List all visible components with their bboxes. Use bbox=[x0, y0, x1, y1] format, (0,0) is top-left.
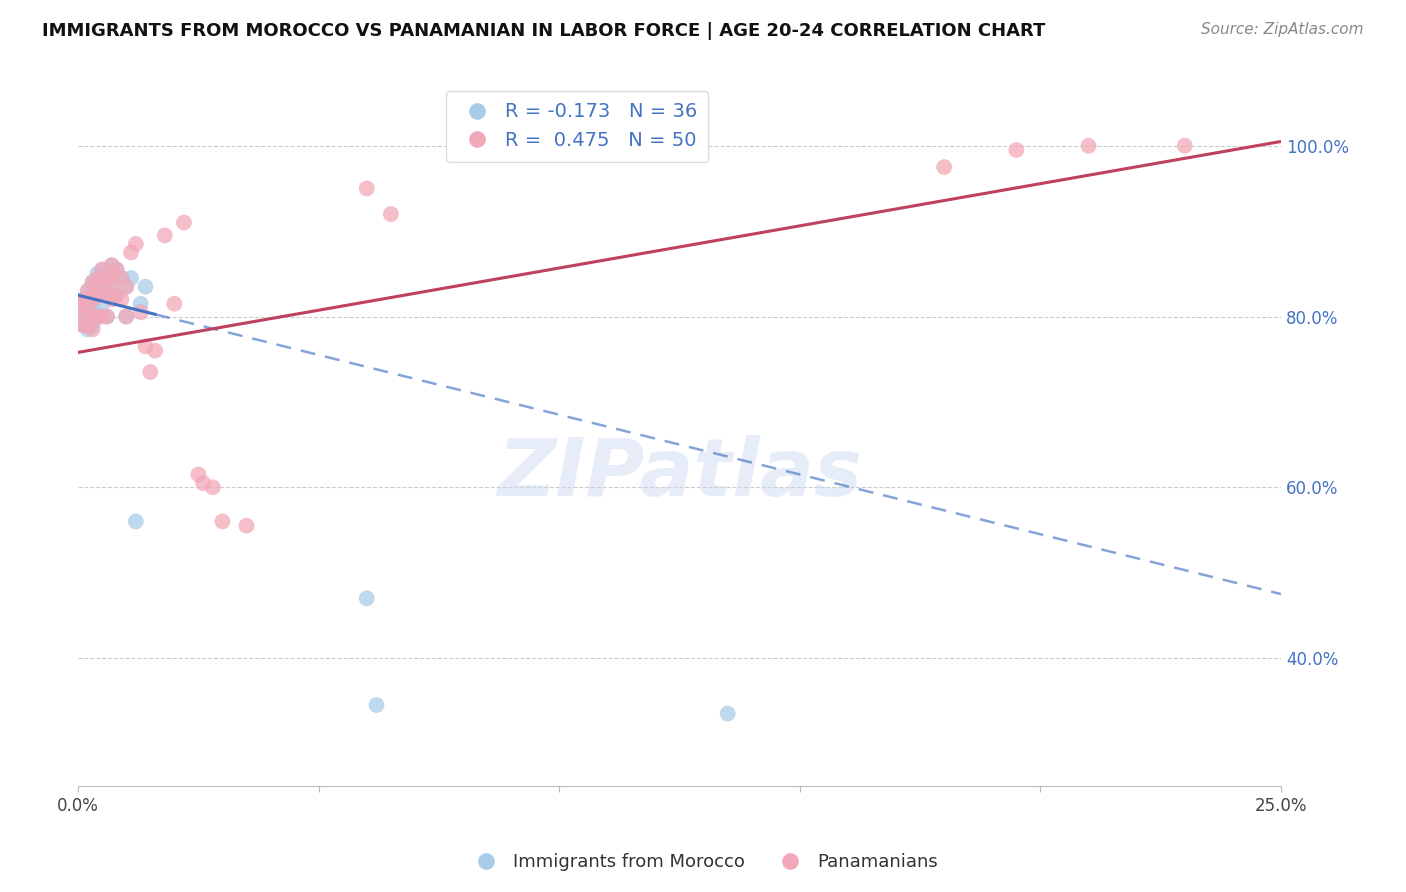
Point bbox=[134, 279, 156, 293]
Legend: Immigrants from Morocco, Panamanians: Immigrants from Morocco, Panamanians bbox=[461, 847, 945, 879]
Point bbox=[86, 271, 108, 285]
Point bbox=[143, 343, 166, 358]
Legend: R = -0.173   N = 36, R =  0.475   N = 50: R = -0.173 N = 36, R = 0.475 N = 50 bbox=[446, 91, 709, 161]
Point bbox=[82, 322, 104, 336]
Point bbox=[82, 276, 104, 290]
Point bbox=[96, 310, 118, 324]
Point bbox=[717, 706, 740, 721]
Point bbox=[91, 262, 114, 277]
Point bbox=[82, 318, 104, 332]
Point bbox=[125, 515, 148, 529]
Point bbox=[115, 279, 138, 293]
Point bbox=[76, 310, 98, 324]
Point bbox=[75, 310, 97, 324]
Point bbox=[69, 296, 91, 310]
Point bbox=[120, 271, 142, 285]
Point bbox=[1077, 138, 1099, 153]
Point bbox=[69, 310, 91, 324]
Point bbox=[76, 301, 98, 315]
Point bbox=[82, 288, 104, 302]
Text: IMMIGRANTS FROM MOROCCO VS PANAMANIAN IN LABOR FORCE | AGE 20-24 CORRELATION CHA: IMMIGRANTS FROM MOROCCO VS PANAMANIAN IN… bbox=[42, 22, 1046, 40]
Point bbox=[211, 515, 233, 529]
Point bbox=[86, 310, 108, 324]
Point bbox=[105, 262, 128, 277]
Point bbox=[356, 181, 378, 195]
Point bbox=[82, 310, 104, 324]
Point bbox=[110, 271, 132, 285]
Point bbox=[173, 216, 195, 230]
Point bbox=[72, 318, 94, 332]
Point bbox=[96, 288, 118, 302]
Point bbox=[105, 288, 128, 302]
Point bbox=[91, 296, 114, 310]
Point bbox=[76, 318, 98, 332]
Point bbox=[86, 267, 108, 281]
Text: Source: ZipAtlas.com: Source: ZipAtlas.com bbox=[1201, 22, 1364, 37]
Point bbox=[105, 288, 128, 302]
Point bbox=[91, 279, 114, 293]
Point bbox=[82, 301, 104, 315]
Point bbox=[76, 296, 98, 310]
Point bbox=[79, 293, 101, 307]
Point bbox=[101, 258, 124, 272]
Point bbox=[366, 698, 388, 712]
Point bbox=[187, 467, 209, 482]
Point bbox=[163, 296, 186, 310]
Point bbox=[101, 293, 124, 307]
Point bbox=[86, 284, 108, 298]
Point bbox=[86, 310, 108, 324]
Point bbox=[1174, 138, 1197, 153]
Point bbox=[129, 305, 152, 319]
Point bbox=[934, 160, 956, 174]
Point bbox=[96, 271, 118, 285]
Point bbox=[115, 310, 138, 324]
Point bbox=[96, 310, 118, 324]
Point bbox=[115, 310, 138, 324]
Point bbox=[91, 279, 114, 293]
Point bbox=[101, 279, 124, 293]
Point bbox=[72, 293, 94, 307]
Point bbox=[72, 318, 94, 332]
Point bbox=[153, 228, 176, 243]
Point bbox=[115, 279, 138, 293]
Point bbox=[125, 236, 148, 251]
Point bbox=[193, 476, 215, 491]
Point bbox=[91, 310, 114, 324]
Point bbox=[96, 288, 118, 302]
Point bbox=[91, 262, 114, 277]
Point bbox=[129, 296, 152, 310]
Point bbox=[101, 276, 124, 290]
Point bbox=[76, 284, 98, 298]
Point bbox=[356, 591, 378, 606]
Point bbox=[76, 322, 98, 336]
Point bbox=[120, 245, 142, 260]
Point bbox=[72, 296, 94, 310]
Point bbox=[1005, 143, 1028, 157]
Point bbox=[101, 258, 124, 272]
Point bbox=[75, 293, 97, 307]
Point bbox=[76, 284, 98, 298]
Point bbox=[139, 365, 162, 379]
Point bbox=[201, 480, 224, 494]
Point bbox=[86, 288, 108, 302]
Point bbox=[380, 207, 402, 221]
Point bbox=[110, 293, 132, 307]
Point bbox=[134, 339, 156, 353]
Point bbox=[105, 262, 128, 277]
Text: ZIPatlas: ZIPatlas bbox=[498, 435, 862, 513]
Point bbox=[235, 518, 257, 533]
Point bbox=[82, 293, 104, 307]
Point bbox=[110, 271, 132, 285]
Point bbox=[96, 271, 118, 285]
Point bbox=[82, 276, 104, 290]
Point bbox=[75, 293, 97, 307]
